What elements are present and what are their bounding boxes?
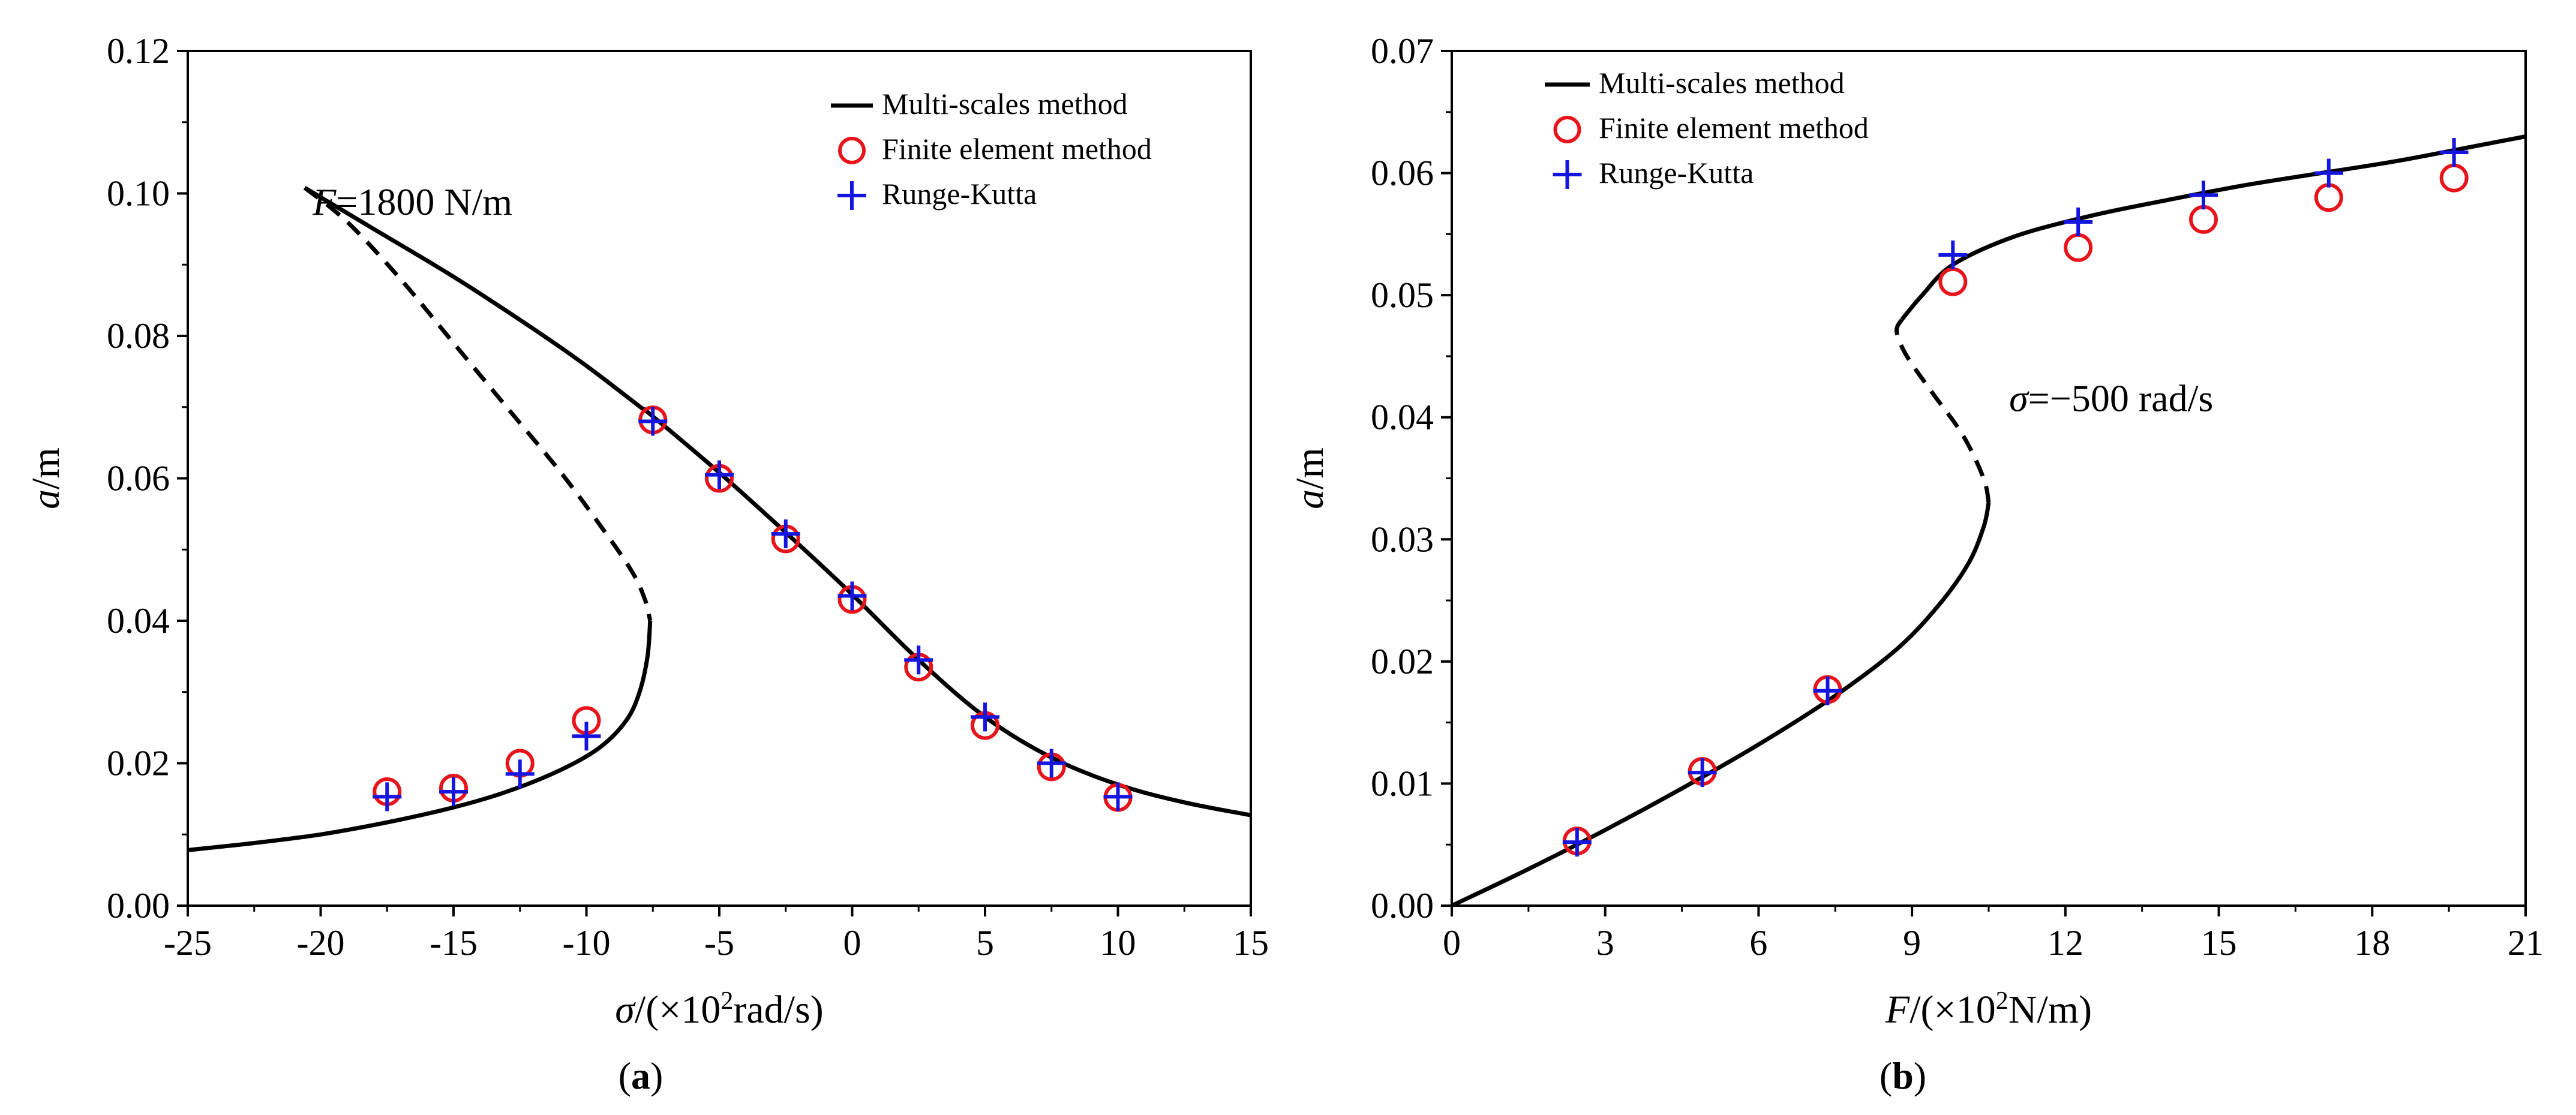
parameter-annotation: F=1800 N/m bbox=[312, 181, 512, 223]
rk-point bbox=[705, 460, 734, 489]
unstable-branch-line bbox=[1895, 318, 1991, 503]
rk-point bbox=[1938, 240, 1968, 269]
x-tick-label: -5 bbox=[704, 923, 734, 963]
rk-point bbox=[904, 645, 933, 675]
legend-label: Runge-Kutta bbox=[882, 177, 1037, 211]
x-tick-label: 18 bbox=[2354, 923, 2390, 963]
legend-label: Finite element method bbox=[1599, 111, 1869, 145]
y-tick-label: 0.08 bbox=[107, 316, 170, 356]
x-tick-label: 10 bbox=[1100, 923, 1136, 963]
rk-point bbox=[2314, 158, 2343, 188]
legend-plus-swatch bbox=[1553, 160, 1582, 189]
data-area bbox=[1452, 134, 2526, 906]
x-tick-label: 5 bbox=[976, 923, 994, 963]
y-tick-label: 0.06 bbox=[1371, 154, 1434, 193]
stable-branch-line bbox=[1452, 502, 1991, 906]
legend-label: Runge-Kutta bbox=[1599, 156, 1754, 190]
data-area bbox=[188, 185, 1251, 852]
y-tick-label: 0.02 bbox=[107, 744, 170, 783]
rk-point bbox=[2064, 208, 2093, 236]
y-tick-label: 0.04 bbox=[1371, 398, 1434, 437]
rk-point bbox=[1037, 749, 1066, 778]
y-tick-label: 0.00 bbox=[1371, 886, 1434, 925]
rk-point bbox=[572, 722, 601, 751]
rk-point bbox=[1562, 828, 1592, 857]
rk-point bbox=[1103, 782, 1133, 812]
x-axis-title: σ/(×102rad/s) bbox=[615, 987, 823, 1032]
fem-point bbox=[2439, 163, 2469, 193]
x-axis-title: F/(×102N/m) bbox=[1885, 987, 2092, 1032]
legend-label: Finite element method bbox=[882, 132, 1152, 166]
legend-label: Multi-scales method bbox=[882, 87, 1128, 121]
x-tick-label: 15 bbox=[2201, 923, 2237, 963]
y-axis-title: a/m bbox=[1288, 447, 1332, 509]
stable-branch-line bbox=[188, 620, 653, 852]
x-tick-label: -20 bbox=[297, 923, 345, 963]
x-tick-label: -25 bbox=[164, 923, 212, 963]
legend-label: Multi-scales method bbox=[1599, 66, 1845, 100]
fem-point bbox=[2064, 233, 2093, 262]
x-tick-label: -15 bbox=[430, 923, 478, 963]
y-tick-label: 0.03 bbox=[1371, 519, 1434, 559]
y-tick-label: 0.07 bbox=[1371, 31, 1434, 71]
rk-point bbox=[638, 407, 668, 436]
rk-point bbox=[505, 759, 535, 789]
legend: Multi-scales method Finite element method… bbox=[831, 87, 1152, 211]
y-tick-label: 0.12 bbox=[107, 31, 170, 71]
x-tick-label: 21 bbox=[2508, 923, 2544, 963]
x-tick-label: 0 bbox=[1443, 923, 1461, 963]
x-tick-label: 3 bbox=[1596, 923, 1614, 963]
fem-point bbox=[2189, 205, 2218, 234]
rk-point bbox=[837, 581, 867, 611]
panel-caption: (b) bbox=[1880, 1054, 1926, 1097]
y-tick-label: 0.00 bbox=[107, 886, 170, 925]
y-tick-label: 0.06 bbox=[107, 459, 170, 498]
x-tick-label: -10 bbox=[563, 923, 611, 963]
fem-point bbox=[2314, 183, 2343, 212]
panel-caption: (a) bbox=[619, 1054, 663, 1097]
legend-circle-swatch bbox=[838, 137, 866, 164]
legend: Multi-scales method Finite element method… bbox=[1545, 66, 1869, 190]
rk-point bbox=[771, 519, 800, 549]
rk-point bbox=[1688, 758, 1717, 788]
legend-plus-swatch bbox=[837, 181, 866, 210]
y-tick-label: 0.02 bbox=[1371, 642, 1434, 681]
rk-point bbox=[971, 702, 999, 732]
x-tick-label: 15 bbox=[1233, 923, 1269, 963]
fem-point bbox=[1938, 267, 1968, 296]
y-tick-label: 0.05 bbox=[1371, 275, 1434, 315]
parameter-annotation: σ=−500 rad/s bbox=[2009, 377, 2213, 420]
y-tick-label: 0.10 bbox=[107, 174, 170, 214]
panel-b: 0 3 6 9 12 15 18 21 0.00 0.01 0.02 0.03 0.04 0.05 0.06… bbox=[1288, 31, 2544, 1097]
stable-branch-line bbox=[304, 185, 1251, 818]
legend-circle-swatch bbox=[1553, 116, 1581, 143]
x-tick-label: 9 bbox=[1903, 923, 1921, 963]
rk-point bbox=[2189, 181, 2218, 210]
rk-point bbox=[1813, 676, 1842, 705]
unstable-branch-line bbox=[303, 186, 653, 621]
y-axis-title: a/m bbox=[24, 447, 68, 509]
x-tick-label: 12 bbox=[2047, 923, 2083, 963]
panel-a: -25 -20 -15 -10 -5 0 5 10 15 0.00 0.02 0.04 0.06 0.08… bbox=[24, 31, 1269, 1097]
rk-point bbox=[2439, 137, 2469, 167]
x-tick-label: 6 bbox=[1749, 923, 1767, 963]
rk-point bbox=[439, 777, 468, 806]
y-tick-label: 0.04 bbox=[107, 601, 170, 641]
y-tick-label: 0.01 bbox=[1371, 764, 1434, 803]
rk-point bbox=[373, 782, 402, 812]
x-tick-label: 0 bbox=[843, 923, 861, 963]
